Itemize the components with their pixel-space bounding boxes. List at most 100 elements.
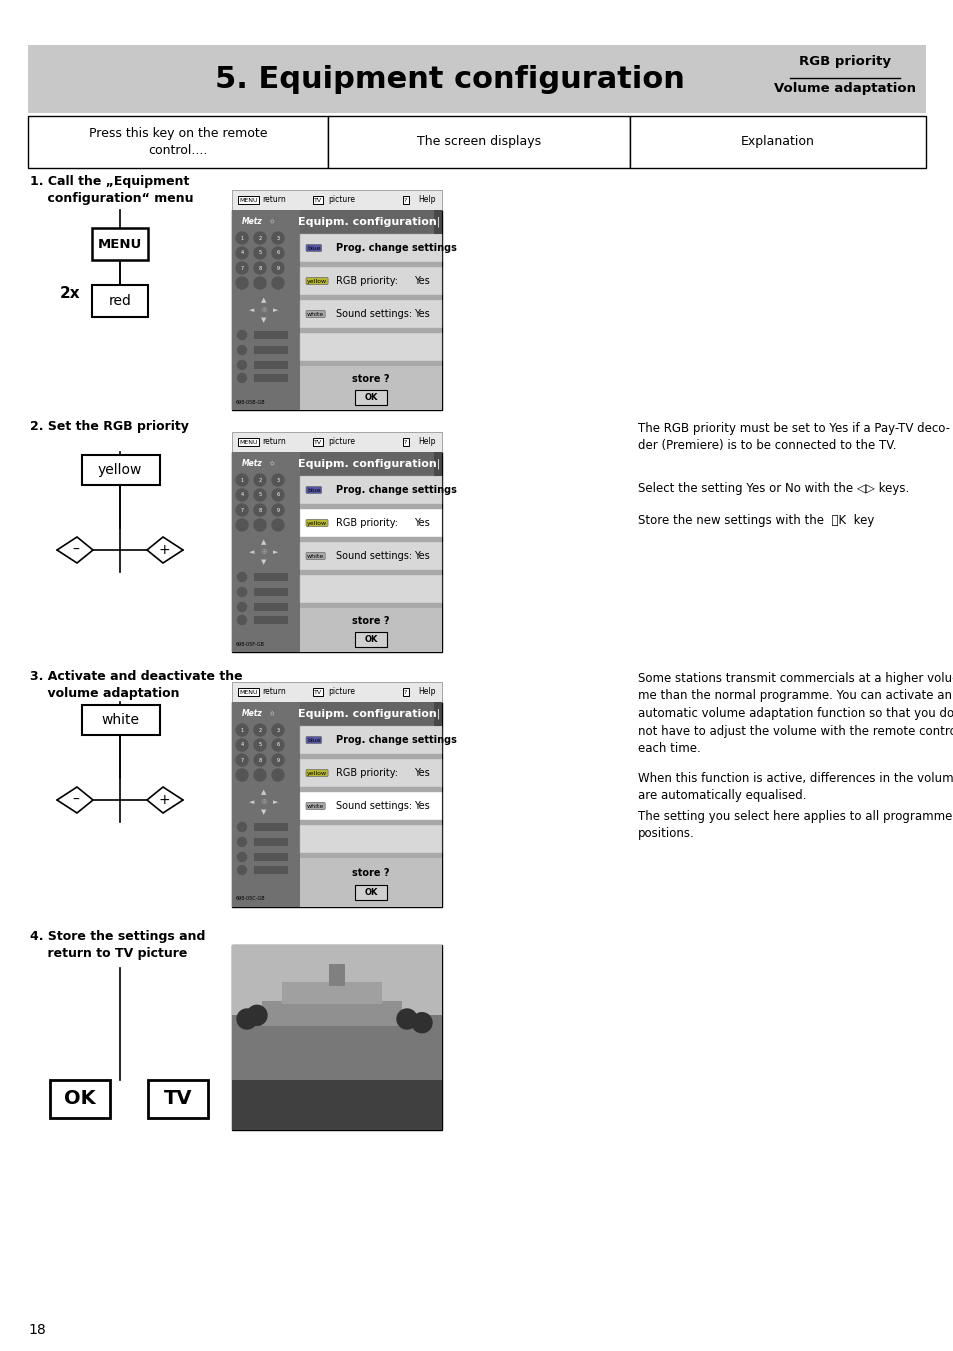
Bar — [299, 536, 441, 542]
Text: 1: 1 — [240, 477, 243, 482]
Text: ▲: ▲ — [261, 539, 267, 544]
Text: 3: 3 — [276, 727, 279, 732]
Circle shape — [253, 247, 266, 259]
Text: ◄: ◄ — [249, 798, 254, 805]
Text: Metz: Metz — [242, 218, 263, 227]
Text: picture: picture — [328, 438, 355, 446]
Circle shape — [272, 519, 284, 531]
Text: ✿: ✿ — [270, 462, 274, 466]
Text: 2: 2 — [258, 235, 261, 240]
Bar — [299, 267, 441, 295]
Text: 6: 6 — [276, 493, 279, 497]
Text: 3: 3 — [276, 235, 279, 240]
Circle shape — [235, 247, 248, 259]
Circle shape — [235, 739, 248, 751]
Circle shape — [235, 724, 248, 736]
Text: 8: 8 — [258, 266, 261, 270]
Text: white: white — [307, 554, 324, 558]
Circle shape — [253, 489, 266, 501]
Circle shape — [235, 262, 248, 274]
Bar — [434, 453, 441, 476]
Polygon shape — [147, 536, 183, 563]
Circle shape — [272, 474, 284, 486]
Circle shape — [272, 277, 284, 289]
Text: Metz: Metz — [242, 459, 263, 469]
Bar — [299, 703, 441, 725]
Circle shape — [272, 754, 284, 766]
Text: ▼: ▼ — [261, 559, 267, 565]
Text: 4: 4 — [240, 743, 243, 747]
Bar — [253, 588, 288, 596]
Bar — [232, 944, 441, 1016]
Polygon shape — [57, 788, 92, 813]
Bar — [299, 754, 441, 759]
Text: Equipm. configuration: Equipm. configuration — [297, 459, 436, 469]
Bar — [299, 209, 441, 234]
Bar — [50, 1079, 110, 1119]
Circle shape — [235, 474, 248, 486]
Circle shape — [235, 232, 248, 245]
Circle shape — [237, 616, 246, 624]
Text: white: white — [307, 312, 324, 316]
Circle shape — [396, 1009, 416, 1029]
Bar — [232, 190, 441, 209]
Bar — [299, 262, 441, 267]
Bar — [355, 885, 387, 900]
Text: Help: Help — [417, 688, 435, 697]
Text: Select the setting Yes or No with the ◁▷ keys.: Select the setting Yes or No with the ◁▷… — [638, 482, 908, 494]
Circle shape — [235, 769, 248, 781]
Bar — [329, 963, 345, 986]
Text: 8: 8 — [258, 758, 261, 762]
Text: MENU: MENU — [239, 197, 257, 203]
Text: yellow: yellow — [307, 770, 327, 775]
Text: ▲: ▲ — [261, 789, 267, 794]
Text: ◄: ◄ — [249, 549, 254, 555]
Bar — [253, 852, 288, 861]
Text: ◄: ◄ — [249, 307, 254, 313]
Circle shape — [272, 232, 284, 245]
Text: Press this key on the remote
control....: Press this key on the remote control.... — [89, 127, 267, 157]
Text: ⊕: ⊕ — [260, 547, 267, 557]
Text: RGB priority:: RGB priority: — [335, 276, 397, 286]
Text: 5. Equipment configuration: 5. Equipment configuration — [214, 65, 684, 93]
Text: Metz: Metz — [242, 709, 263, 719]
Text: MENU: MENU — [239, 439, 257, 444]
Text: ?: ? — [403, 439, 407, 444]
Text: Equipm. configuration: Equipm. configuration — [297, 218, 436, 227]
Text: red: red — [109, 295, 132, 308]
Text: store ?: store ? — [352, 374, 390, 384]
Bar — [299, 542, 441, 570]
Text: Yes: Yes — [414, 767, 429, 778]
Bar — [253, 331, 288, 339]
Text: ✿: ✿ — [270, 219, 274, 224]
Text: 6: 6 — [276, 250, 279, 255]
Circle shape — [253, 474, 266, 486]
Text: Volume adaptation: Volume adaptation — [773, 82, 915, 95]
Circle shape — [253, 739, 266, 751]
Text: Yes: Yes — [414, 517, 429, 528]
Circle shape — [253, 277, 266, 289]
Text: 698-05C-GB: 698-05C-GB — [235, 897, 265, 901]
Text: picture: picture — [328, 196, 355, 204]
Circle shape — [235, 519, 248, 531]
Circle shape — [235, 277, 248, 289]
Bar — [299, 332, 441, 361]
Text: OK: OK — [64, 1089, 95, 1109]
Circle shape — [253, 262, 266, 274]
Text: ►: ► — [273, 307, 278, 313]
Text: |: | — [436, 216, 439, 227]
Bar — [253, 616, 288, 624]
Text: Yes: Yes — [414, 276, 429, 286]
Bar — [299, 476, 441, 504]
Text: 4: 4 — [240, 250, 243, 255]
Bar — [299, 366, 441, 409]
Circle shape — [237, 603, 246, 612]
Circle shape — [253, 519, 266, 531]
Text: OK: OK — [364, 635, 377, 644]
Bar — [299, 509, 441, 536]
Bar — [262, 1001, 401, 1027]
Text: 5: 5 — [258, 743, 261, 747]
Bar — [299, 361, 441, 366]
Text: 5: 5 — [258, 250, 261, 255]
Circle shape — [237, 838, 246, 847]
